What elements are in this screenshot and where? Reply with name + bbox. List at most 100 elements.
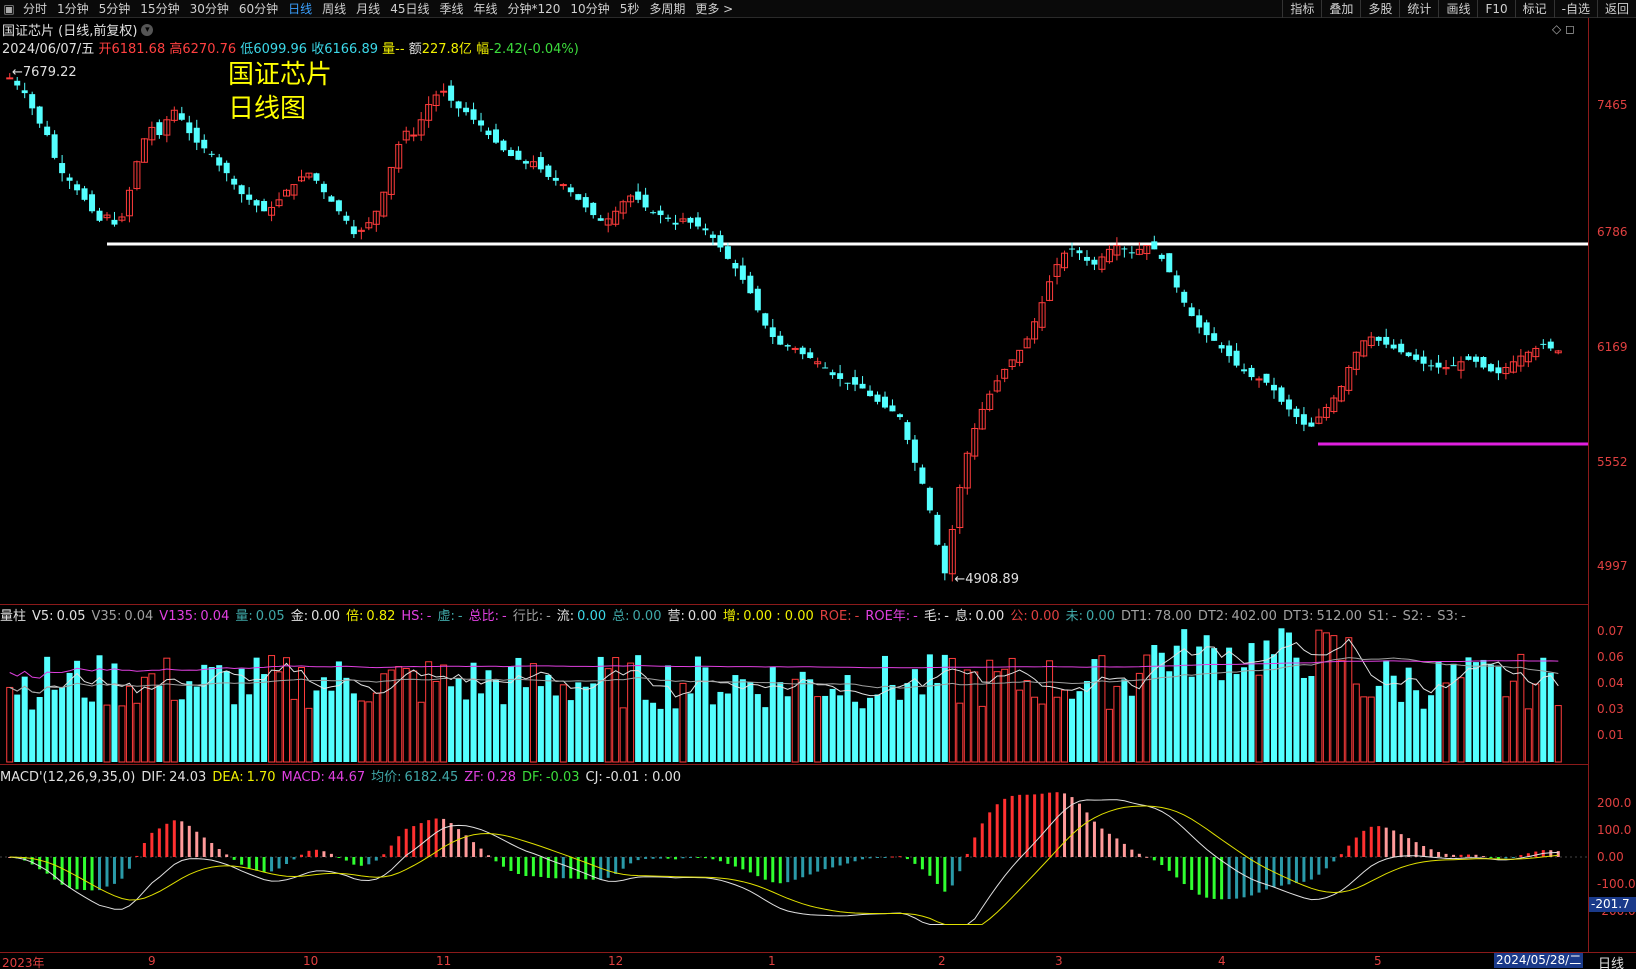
tab-period[interactable]: 年线: [473, 1, 498, 16]
candle-body-up: [679, 218, 687, 222]
candle-body-down: [904, 422, 911, 440]
window-icon[interactable]: ▣: [3, 1, 15, 16]
macd-histogram-bar: [980, 823, 984, 857]
macd-histogram-bar: [681, 857, 685, 859]
volume-bar-down: [1233, 674, 1240, 762]
volume-stat-key: 虚:: [437, 609, 455, 624]
macd-histogram-bar: [1040, 793, 1044, 857]
candle-body-down: [1166, 253, 1173, 273]
volume-stat-value: 0.00: [975, 609, 1005, 624]
volume-bar-down: [1270, 654, 1277, 762]
tab-period[interactable]: 1分钟: [57, 1, 89, 16]
volume-stat-value: 0.04: [200, 609, 230, 624]
toolbar-button[interactable]: 画线: [1438, 0, 1477, 18]
tab-period[interactable]: 更多 >: [695, 1, 734, 16]
toolbar-button[interactable]: 返回: [1596, 0, 1636, 18]
volume-bar-down: [1173, 645, 1180, 762]
candle-body-down: [1226, 345, 1233, 357]
tab-period[interactable]: 45日线: [390, 1, 430, 16]
candle-body-up: [978, 408, 986, 430]
volume-stat-key: 增:: [722, 609, 741, 624]
toolbar-button[interactable]: 多股: [1360, 0, 1399, 18]
tab-period[interactable]: 10分钟: [570, 1, 610, 16]
macd-histogram-bar: [786, 857, 790, 883]
volume-panel-divider[interactable]: [0, 604, 1588, 605]
candle-body-up: [305, 172, 313, 178]
candle-body-down: [1375, 336, 1382, 341]
tab-period[interactable]: 多周期: [649, 1, 686, 16]
toolbar-button[interactable]: 指标: [1282, 0, 1321, 18]
volume-bar-up: [1330, 635, 1338, 763]
macd-histogram-bar: [1242, 857, 1246, 898]
toolbar-button[interactable]: F10: [1477, 0, 1514, 18]
tab-period[interactable]: 5分钟: [98, 1, 131, 16]
volume-bar-down: [313, 690, 320, 762]
chart-controls[interactable]: ◇ ◻: [1552, 22, 1576, 36]
volume-indicator-name[interactable]: 量柱: [0, 609, 27, 624]
volume-bar-down: [1405, 667, 1412, 762]
volume-bar-down: [1390, 675, 1397, 762]
volume-bar-down: [545, 674, 552, 762]
macd-histogram-bar: [1549, 850, 1553, 857]
macd-histogram-bar: [240, 857, 244, 865]
candle-body-down: [867, 390, 874, 397]
macd-histogram-bar: [688, 857, 692, 858]
candle-body-down: [14, 80, 21, 86]
macd-histogram-bar: [472, 842, 476, 857]
volume-bar-up: [679, 682, 687, 763]
toolbar-button[interactable]: 标记: [1514, 0, 1554, 18]
macd-histogram-bar: [816, 857, 820, 872]
tab-period[interactable]: 月线: [356, 1, 381, 16]
volume-stat-key: 倍:: [346, 609, 364, 624]
toolbar-button[interactable]: 统计: [1399, 0, 1438, 18]
macd-histogram-bar: [112, 857, 116, 884]
candle-body-down: [672, 222, 679, 225]
macd-histogram-bar: [1182, 857, 1186, 885]
macd-histogram-bar: [1130, 849, 1134, 857]
date-tick: 4: [1218, 954, 1226, 968]
candle-body-down: [96, 210, 103, 221]
candle-body-down: [1465, 356, 1472, 360]
candle-body-down: [320, 183, 327, 193]
volume-stat-key: 公:: [1010, 609, 1028, 624]
tab-period[interactable]: 日线: [288, 1, 313, 16]
macd-indicator-name[interactable]: MACD'(12,26,9,35,0): [0, 770, 136, 785]
volume-indicator-header: 量柱 V5: 0.05 V35: 0.04 V135: 0.04 量: 0.05 金: 0.00 倍:…: [0, 605, 1466, 624]
macd-histogram-bar: [337, 857, 341, 858]
candle-body-up: [1330, 397, 1338, 413]
toolbar-button[interactable]: 叠加: [1321, 0, 1360, 18]
candle-body-up: [290, 184, 298, 196]
tab-period[interactable]: 5秒: [619, 1, 640, 16]
candle-body-down: [1158, 254, 1165, 259]
tab-period[interactable]: 30分钟: [189, 1, 229, 16]
tab-period[interactable]: 分钟*120: [507, 1, 561, 16]
chevron-down-icon[interactable]: ▾: [141, 23, 154, 36]
macd-histogram-bar: [801, 857, 805, 878]
macd-histogram-bar: [180, 821, 184, 857]
volume-bar-down: [717, 691, 724, 762]
macd-histogram-bar: [711, 857, 715, 860]
macd-stat-value: 1.70: [246, 770, 276, 785]
tab-period[interactable]: 60分钟: [238, 1, 279, 16]
candle-body-down: [350, 226, 357, 235]
volume-bar-down: [1398, 701, 1405, 762]
candle-body-down: [702, 228, 709, 231]
volume-bar-down: [1375, 685, 1382, 762]
toolbar-button[interactable]: -自选: [1553, 0, 1597, 18]
tab-period[interactable]: 周线: [322, 1, 347, 16]
volume-bar-up: [440, 664, 448, 763]
volume-bar-up: [283, 657, 291, 763]
macd-panel-divider[interactable]: [0, 764, 1588, 765]
macd-histogram-bar: [1279, 857, 1283, 886]
macd-histogram-bar: [1190, 857, 1194, 890]
candle-body-down: [1428, 365, 1435, 367]
tab-period[interactable]: 15分钟: [140, 1, 180, 16]
candle-body-down: [246, 194, 253, 200]
macd-histogram-bar: [1444, 853, 1448, 857]
candle-body-down: [941, 545, 948, 574]
volume-bar-up: [275, 671, 283, 763]
tab-period[interactable]: 分时: [23, 1, 48, 16]
tab-period[interactable]: 季线: [439, 1, 464, 16]
volume-stat-key: 行比:: [512, 609, 544, 624]
